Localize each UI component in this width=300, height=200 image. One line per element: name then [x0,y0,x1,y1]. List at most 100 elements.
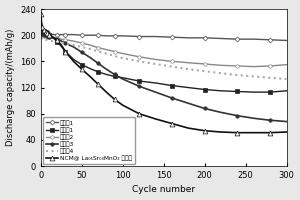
实施例1 [56,33,59,36]
对比例3 [43,34,47,36]
对比例4 [40,37,44,39]
实施例1 [170,36,174,38]
对比例4 [44,39,48,41]
Y-axis label: Discharge capacity/(mAh/g): Discharge capacity/(mAh/g) [6,29,15,146]
对比例4 [64,43,67,45]
对比例2 [51,37,55,39]
NCM@ La₀₅Sr₀₃MnO₃ 空白例 [219,131,223,133]
NCM@ La₀₅Sr₀₃MnO₃ 空白例 [56,39,59,42]
对比例1 [170,84,174,87]
实施例1 [59,33,63,36]
对比例2 [44,35,48,38]
NCM@ La₀₅Sr₀₃MnO₃ 空白例 [268,131,272,134]
对比例4 [72,44,75,46]
对比例3 [72,46,75,48]
实施例1 [45,32,48,34]
对比例3 [45,35,48,37]
实施例1 [252,38,256,40]
Line: NCM@ La₀₅Sr₀₃MnO₃ 空白例: NCM@ La₀₅Sr₀₃MnO₃ 空白例 [38,12,289,135]
对比例4 [285,78,288,80]
NCM@ La₀₅Sr₀₃MnO₃ 空白例 [41,26,44,29]
实施例1 [41,31,45,34]
对比例1 [39,29,43,31]
NCM@ La₀₅Sr₀₃MnO₃ 空白例 [80,68,84,70]
对比例1 [186,86,190,89]
对比例1 [45,31,48,34]
对比例3 [39,32,43,34]
对比例1 [203,88,206,91]
对比例3 [252,117,256,119]
对比例1 [59,45,63,48]
NCM@ La₀₅Sr₀₃MnO₃ 空白例 [236,131,239,134]
实施例1 [47,33,51,35]
NCM@ La₀₅Sr₀₃MnO₃ 空白例 [43,30,47,32]
实施例1 [154,35,157,38]
对比例4 [59,41,63,44]
对比例4 [45,39,48,41]
对比例4 [268,77,272,79]
对比例3 [64,42,67,44]
对比例3 [47,35,51,38]
NCM@ La₀₅Sr₀₃MnO₃ 空白例 [46,32,49,34]
NCM@ La₀₅Sr₀₃MnO₃ 空白例 [88,75,92,78]
对比例2 [41,35,45,37]
对比例2 [96,46,100,49]
对比例3 [186,102,190,104]
实施例1 [72,33,75,36]
对比例2 [80,42,84,44]
NCM@ La₀₅Sr₀₃MnO₃ 空白例 [39,13,43,15]
对比例2 [105,48,108,51]
对比例1 [72,58,75,61]
实施例1 [219,37,223,40]
实施例1 [41,31,44,34]
对比例3 [88,56,92,59]
对比例2 [170,60,174,63]
对比例1 [46,33,50,35]
NCM@ La₀₅Sr₀₃MnO₃ 空白例 [41,27,45,30]
对比例2 [154,58,157,61]
对比例2 [72,40,75,42]
实施例1 [44,32,48,34]
实施例1 [64,33,67,36]
对比例3 [40,33,44,35]
对比例3 [46,35,49,37]
对比例1 [137,80,141,82]
对比例3 [59,40,63,42]
NCM@ La₀₅Sr₀₃MnO₃ 空白例 [46,33,50,35]
对比例3 [170,97,174,99]
对比例2 [268,65,272,67]
对比例3 [41,33,44,35]
NCM@ La₀₅Sr₀₃MnO₃ 空白例 [59,44,63,46]
实施例1 [96,34,100,36]
对比例2 [285,63,288,66]
对比例4 [41,37,44,40]
对比例3 [44,34,48,36]
对比例4 [137,60,141,63]
对比例2 [137,56,141,58]
实施例1 [42,32,46,34]
对比例2 [56,37,59,40]
实施例1 [43,32,47,34]
NCM@ La₀₅Sr₀₃MnO₃ 空白例 [47,33,51,36]
实施例1 [137,35,141,38]
对比例1 [154,82,157,84]
对比例3 [121,78,124,80]
实施例1 [105,35,108,37]
对比例2 [219,64,223,67]
Line: 对比例2: 对比例2 [39,33,288,68]
NCM@ La₀₅Sr₀₃MnO₃ 空白例 [44,31,48,33]
NCM@ La₀₅Sr₀₃MnO₃ 空白例 [45,31,48,34]
对比例2 [40,34,44,36]
对比例3 [46,35,50,38]
对比例4 [113,55,116,57]
对比例1 [41,30,45,32]
对比例2 [41,34,44,36]
对比例1 [42,30,46,32]
对比例4 [170,65,174,68]
实施例1 [39,31,43,33]
实施例1 [46,33,49,35]
Line: 对比例1: 对比例1 [39,28,288,94]
对比例3 [51,37,55,39]
NCM@ La₀₅Sr₀₃MnO₃ 空白例 [203,130,206,132]
对比例2 [252,65,256,68]
